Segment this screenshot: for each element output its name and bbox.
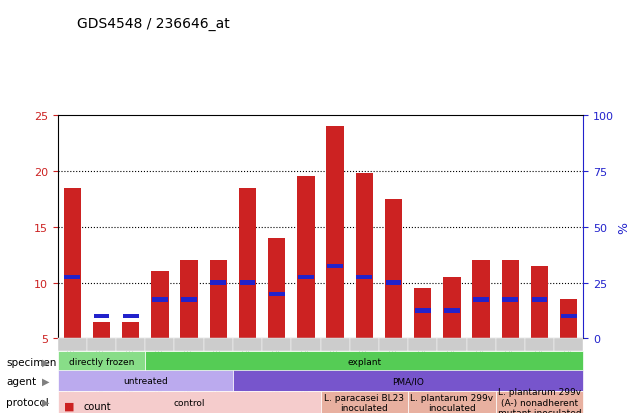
Text: ■: ■ [64,401,74,411]
Text: L. paracasei BL23
inoculated: L. paracasei BL23 inoculated [324,393,404,412]
Bar [326,127,344,339]
Bar [180,261,198,339]
Text: control: control [173,398,205,407]
Bar [298,275,314,280]
Bar [356,275,372,280]
Bar [238,188,256,339]
Bar [64,275,80,280]
Bar [386,281,401,285]
Y-axis label: %: % [617,221,630,233]
Bar [415,309,431,313]
Bar [210,261,227,339]
Text: GDS4548 / 236646_at: GDS4548 / 236646_at [77,17,229,31]
Bar [501,261,519,339]
Bar [152,297,168,302]
Bar [561,314,577,318]
Bar [122,322,140,339]
Bar [181,297,197,302]
Text: untreated: untreated [123,376,168,385]
Text: L. plantarum 299v
(A-) nonadherent
mutant inoculated: L. plantarum 299v (A-) nonadherent mutan… [497,387,581,413]
Bar [503,297,518,302]
Bar [443,278,461,339]
Bar [531,297,547,302]
Bar [94,314,110,318]
Bar [472,261,490,339]
Bar [444,309,460,313]
Bar [356,173,373,339]
Text: explant: explant [347,357,381,366]
Bar [151,272,169,339]
Bar [269,292,285,296]
Text: ▶: ▶ [42,397,49,407]
Text: specimen: specimen [6,357,57,367]
Bar [327,264,343,268]
Text: count: count [83,401,111,411]
Text: ▶: ▶ [42,357,49,367]
Bar [560,300,578,339]
Bar [414,288,431,339]
Text: PMA/IO: PMA/IO [392,376,424,385]
Bar [385,199,403,339]
Text: ▶: ▶ [42,376,49,386]
Bar [123,314,138,318]
Text: L. plantarum 299v
inoculated: L. plantarum 299v inoculated [410,393,494,412]
Bar [268,238,285,339]
Bar [210,281,226,285]
Bar [531,266,548,339]
Text: agent: agent [6,376,37,386]
Text: protocol: protocol [6,397,49,407]
Bar [93,322,110,339]
Bar [297,177,315,339]
Bar [240,281,255,285]
Bar [473,297,489,302]
Text: directly frozen: directly frozen [69,357,134,366]
Bar [63,188,81,339]
